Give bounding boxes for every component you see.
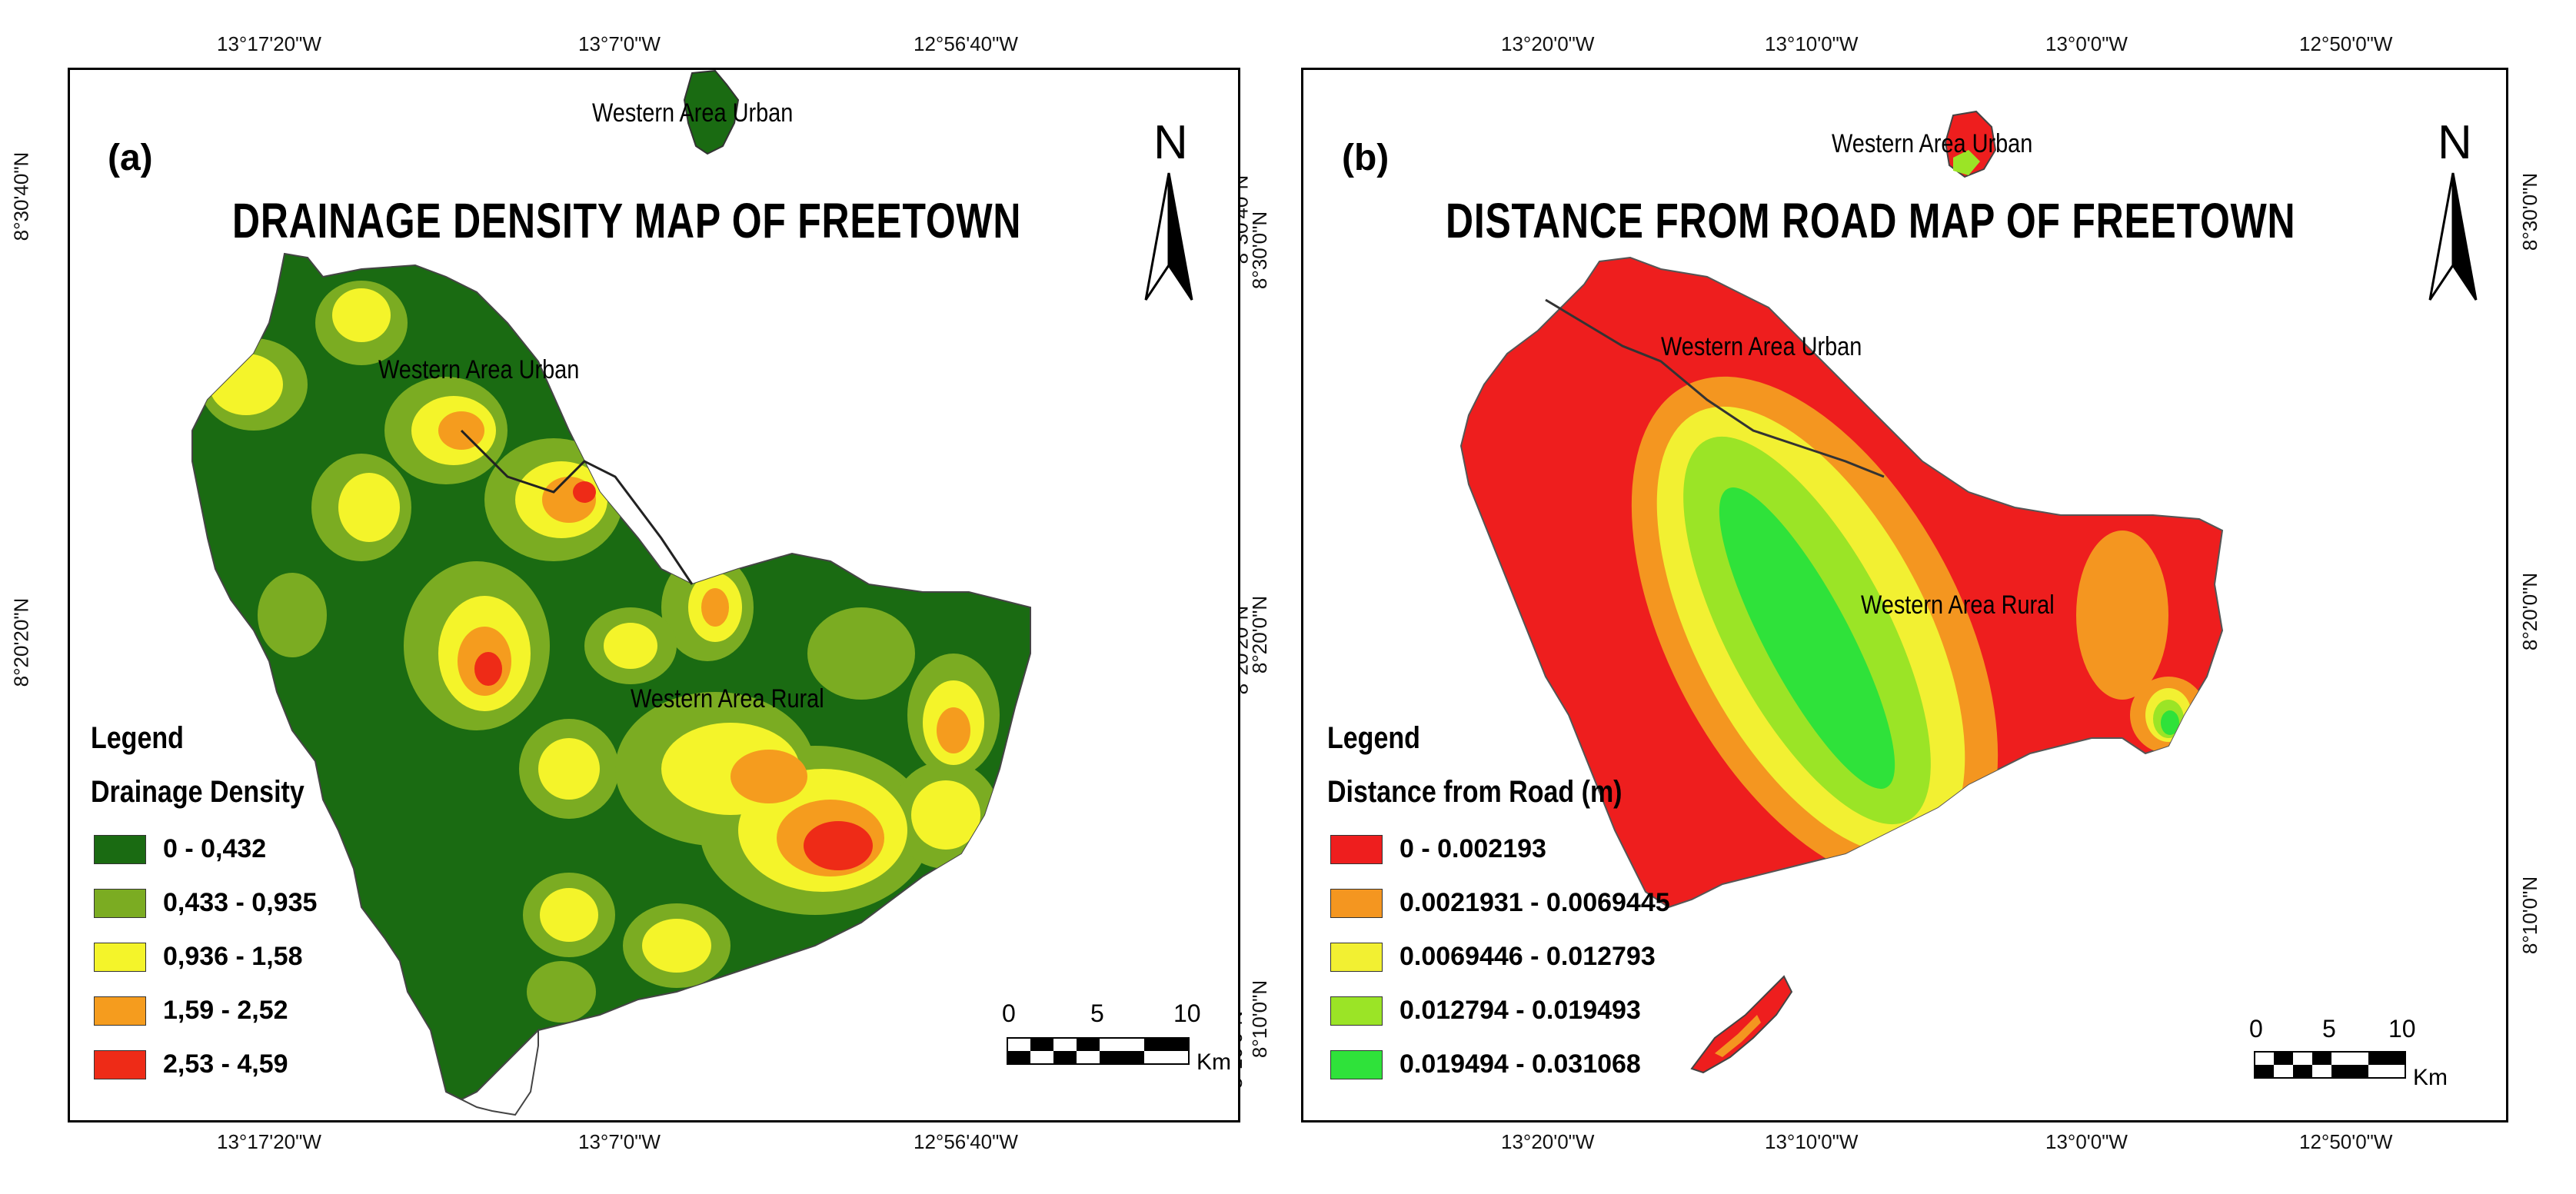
bottom-coord-b-4: 12°50'0"W [2299, 1130, 2393, 1153]
top-coord-b-2: 13°10'0"W [1765, 32, 1859, 55]
north-arrow-icon [2428, 172, 2478, 301]
bottom-coord-b-2: 13°10'0"W [1765, 1130, 1859, 1153]
legend-swatch [94, 1049, 146, 1079]
legend-swatch [1330, 834, 1383, 864]
legend-label: 0 - 0,432 [163, 834, 267, 863]
legend-label: 2,53 - 4,59 [163, 1049, 288, 1079]
legend-label: 0,936 - 1,58 [163, 942, 303, 971]
place-label-rural-a: Western Area Rural [631, 684, 824, 713]
bottom-coord-a-3: 12°56'40"W [914, 1130, 1018, 1153]
scale-bar-b [2254, 1051, 2406, 1079]
scale-tick-b-0: 0 [2249, 1015, 2263, 1043]
bottom-coord-b-3: 13°0'0"W [2045, 1130, 2128, 1153]
place-label-urban-top-b: Western Area Urban [1832, 129, 2033, 158]
top-coord-a-1: 13°17'20"W [217, 32, 321, 55]
legend-label: 0,433 - 0,935 [163, 888, 318, 917]
legend-label: 0.019494 - 0.031068 [1399, 1049, 1641, 1079]
bottom-coord-a-1: 13°17'20"W [217, 1130, 321, 1153]
top-coord-b-1: 13°20'0"W [1501, 32, 1595, 55]
scale-unit-b: Km [2413, 1065, 2448, 1090]
place-label-urban-a: Western Area Urban [378, 355, 580, 384]
legend-item-a-5: 2,53 - 4,59 [94, 1049, 288, 1079]
top-coord-b-4: 12°50'0"W [2299, 32, 2393, 55]
legend-swatch [94, 834, 146, 864]
top-coord-b-3: 13°0'0"W [2045, 32, 2128, 55]
north-arrow-icon [1144, 172, 1193, 301]
legend-item-a-2: 0,433 - 0,935 [94, 888, 317, 918]
legend-swatch [1330, 942, 1383, 972]
legend-item-b-1: 0 - 0.002193 [1330, 834, 1546, 864]
legend-swatch [94, 942, 146, 972]
legend-label: 1,59 - 2,52 [163, 996, 288, 1025]
scale-tick-a-5: 5 [1090, 999, 1104, 1027]
legend-swatch [94, 996, 146, 1026]
place-label-urban-top-a: Western Area Urban [592, 98, 794, 128]
legend-swatch [94, 888, 146, 918]
legend-label: 0 - 0.002193 [1399, 834, 1546, 863]
scale-tick-a-10: 10 [1173, 999, 1201, 1027]
legend-heading-b: Legend [1327, 721, 1420, 755]
legend-item-b-3: 0.0069446 - 0.012793 [1330, 942, 1656, 972]
panel-label-a: (a) [108, 138, 153, 178]
legend-label: 0.012794 - 0.019493 [1399, 996, 1641, 1025]
legend-swatch [1330, 888, 1383, 918]
scale-unit-a: Km [1196, 1049, 1231, 1075]
legend-heading-a: Legend [91, 721, 184, 755]
place-label-rural-b: Western Area Rural [1861, 590, 2055, 620]
map-title-a: DRAINAGE DENSITY MAP OF FREETOWN [232, 193, 1022, 248]
map-title-b: DISTANCE FROM ROAD MAP OF FREETOWN [1446, 193, 2296, 248]
north-letter-a: N [1153, 116, 1188, 169]
scale-bar-a [1007, 1037, 1190, 1065]
scale-tick-b-5: 5 [2322, 1015, 2336, 1043]
legend-label: 0.0069446 - 0.012793 [1399, 942, 1656, 971]
legend-item-a-3: 0,936 - 1,58 [94, 942, 302, 972]
place-label-urban-b: Western Area Urban [1661, 332, 1862, 361]
bottom-coord-b-1: 13°20'0"W [1501, 1130, 1595, 1153]
bottom-coord-a-2: 13°7'0"W [578, 1130, 661, 1153]
legend-subheading-a: Drainage Density [91, 775, 305, 809]
legend-swatch [1330, 996, 1383, 1026]
scale-tick-a-0: 0 [1002, 999, 1016, 1027]
legend-swatch [1330, 1049, 1383, 1079]
north-letter-b: N [2438, 116, 2472, 169]
legend-item-a-4: 1,59 - 2,52 [94, 996, 288, 1026]
legend-label: 0.0021931 - 0.0069445 [1399, 888, 1670, 917]
legend-item-a-1: 0 - 0,432 [94, 834, 266, 864]
legend-item-b-4: 0.012794 - 0.019493 [1330, 996, 1641, 1026]
legend-item-b-2: 0.0021931 - 0.0069445 [1330, 888, 1670, 918]
legend-item-b-5: 0.019494 - 0.031068 [1330, 1049, 1641, 1079]
top-coord-a-2: 13°7'0"W [578, 32, 661, 55]
legend-subheading-b: Distance from Road (m) [1327, 775, 1622, 809]
panel-label-b: (b) [1342, 138, 1390, 178]
top-coord-a-3: 12°56'40"W [914, 32, 1018, 55]
scale-tick-b-10: 10 [2388, 1015, 2416, 1043]
